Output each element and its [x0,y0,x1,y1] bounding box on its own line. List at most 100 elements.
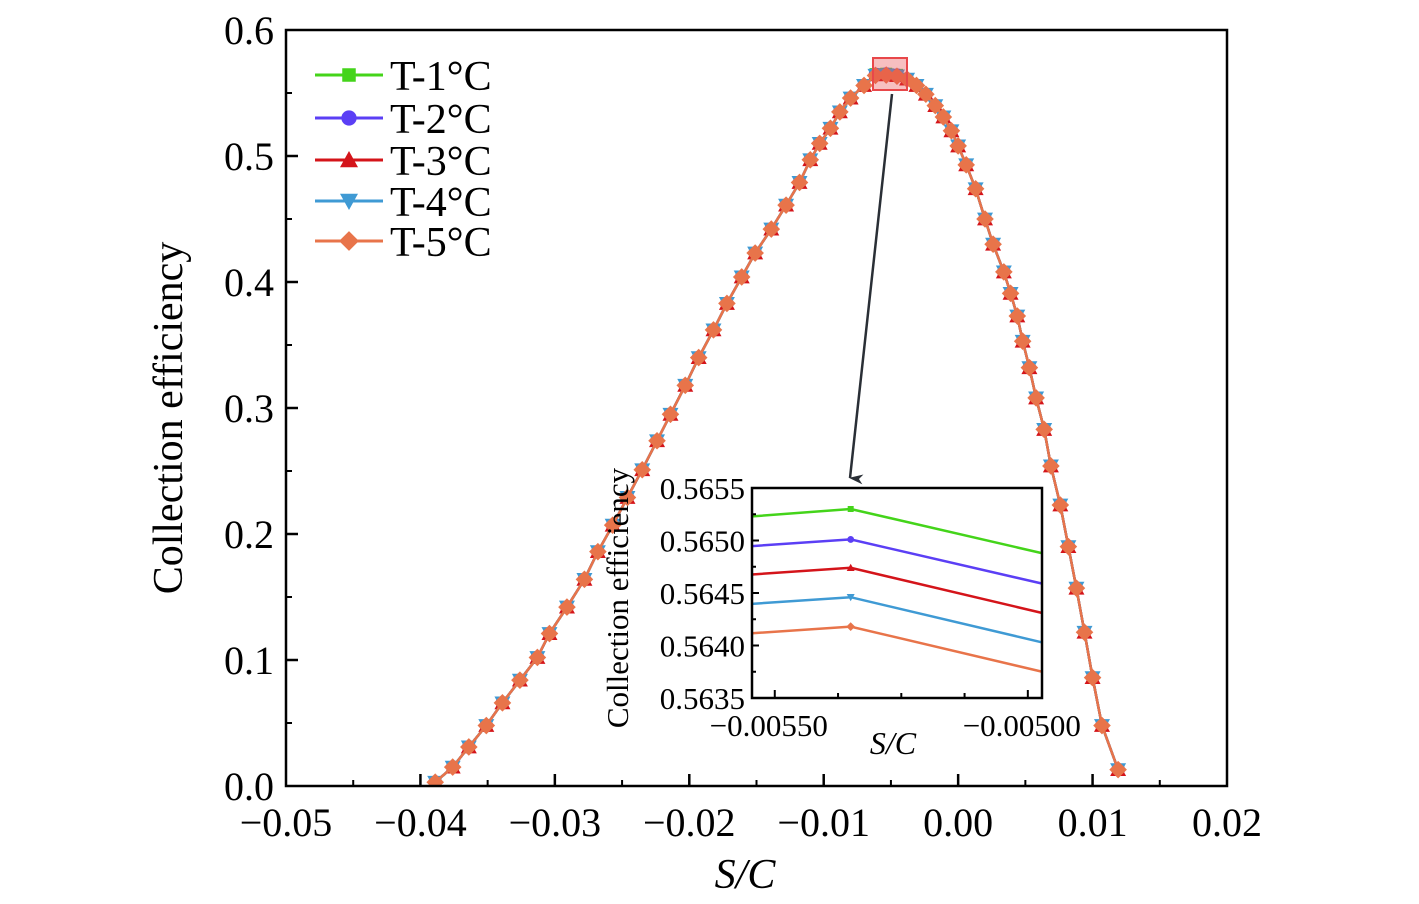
inset-series-1 [443,506,1259,605]
inset-x-tick-label: −0.00550 [710,708,828,743]
marker-square [443,536,449,542]
marker-diamond [846,622,856,631]
x-tick-label: 0.00 [923,800,993,845]
marker-diamond [926,96,945,115]
marker-diamond [810,134,829,153]
marker-diamond [528,648,547,667]
legend-label: T-1°C [390,54,492,100]
marker-diamond [841,89,860,107]
inset-series-4 [752,594,1260,697]
marker-triangle-up [340,151,358,168]
legend-entry-3: T-3°C [315,139,492,185]
legend: T-1°CT-2°CT-3°CT-4°CT-5°C [315,54,492,266]
marker-circle [442,563,449,570]
marker-diamond [1027,389,1045,407]
marker-diamond [704,321,723,339]
inset-y-tick-label: 0.5640 [660,629,745,664]
marker-diamond [1020,358,1039,377]
marker-diamond [540,624,559,643]
inset-series-2 [442,536,1042,585]
marker-square [847,506,854,512]
marker-circle [847,536,855,543]
zoom-arrow [848,93,894,485]
inset-x-axis-title: S/C [870,725,917,761]
marker-diamond [511,671,529,689]
marker-diamond [1001,284,1020,303]
inset-series-group [441,506,1260,727]
marker-diamond [942,122,961,140]
marker-diamond [907,76,926,95]
marker-diamond [934,108,953,126]
y-axis-title: Collection efficiency [146,242,192,595]
marker-diamond [1051,496,1070,514]
marker-diamond [1075,623,1094,642]
marker-diamond [732,268,751,286]
inset-y-axis-title: Collection efficiency [600,467,635,728]
y-tick-label: 0.5 [224,134,274,179]
marker-diamond [1059,537,1078,556]
marker-diamond [984,235,1002,253]
inset-y-tick-label: 0.5650 [660,524,745,559]
marker-diamond [676,376,695,395]
marker-diamond [1109,760,1127,779]
inset-y-tick-label: 0.5645 [660,576,745,611]
x-tick-label: −0.04 [374,800,467,845]
marker-square [1253,599,1259,605]
marker-diamond [1067,579,1086,597]
legend-label: T-4°C [390,180,492,226]
marker-diamond [603,516,622,534]
legend-entry-5: T-5°C [315,220,492,266]
marker-diamond [1251,718,1260,727]
marker-diamond [618,488,637,507]
marker-diamond [493,694,512,712]
marker-diamond [648,431,666,450]
marker-diamond [575,570,594,589]
marker-diamond [995,263,1013,281]
y-tick-label: 0.6 [224,8,274,53]
marker-triangle-up [1252,659,1260,666]
marker-diamond [831,103,849,121]
x-tick-label: 0.01 [1058,800,1128,845]
marker-diamond [801,150,820,169]
marker-diamond [855,76,873,95]
marker-diamond [661,405,680,424]
legend-label: T-3°C [390,139,492,185]
marker-diamond [1042,457,1060,475]
y-tick-label: 0.4 [224,260,274,305]
marker-triangle-down [846,594,855,602]
marker-circle [341,110,357,126]
legend-entry-1: T-1°C [315,54,492,100]
marker-diamond [957,156,976,174]
marker-diamond [443,758,462,776]
marker-diamond [339,231,359,251]
marker-diamond [1035,420,1053,439]
marker-diamond [746,244,764,262]
marker-diamond [777,196,795,214]
marker-triangle-down [340,193,358,210]
marker-diamond [866,66,885,85]
y-tick-label: 0.2 [224,512,274,557]
zoom-region-highlight [872,57,908,91]
marker-diamond [426,773,445,786]
marker-diamond [1008,307,1027,325]
marker-diamond [1083,668,1102,687]
marker-diamond [966,179,985,198]
marker-triangle-down [1252,690,1260,697]
legend-label: T-5°C [390,220,492,266]
marker-diamond [917,85,935,104]
marker-diamond [877,66,896,84]
inset-series-5 [441,622,1260,727]
marker-diamond [441,650,450,659]
marker-triangle-up [442,591,450,598]
x-tick-label: −0.03 [509,800,602,845]
x-tick-label: −0.01 [777,800,870,845]
inset-background [752,488,1042,698]
marker-diamond [633,460,652,479]
marker-diamond [460,738,478,756]
marker-diamond [558,598,576,616]
marker-diamond [1093,716,1111,735]
marker-diamond [976,210,994,228]
marker-diamond [689,348,708,367]
x-tick-label: −0.05 [240,800,333,845]
marker-diamond [762,220,781,238]
